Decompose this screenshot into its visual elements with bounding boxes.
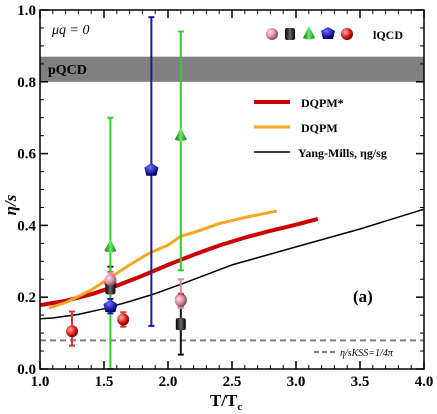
x-axis-label: T/Tc: [210, 391, 242, 413]
mu-q-label: μq = 0: [51, 23, 89, 38]
y-tick-label: 0.6: [17, 147, 36, 163]
y-tick-label: 0.8: [17, 75, 36, 91]
series-line: [48, 209, 278, 310]
lqcd-legend: lQCD: [266, 26, 403, 42]
pqcd-label: pQCD: [48, 63, 87, 78]
x-tick-label: 1.0: [31, 374, 50, 390]
x-tick-label: 3.0: [287, 374, 306, 390]
data-point: [174, 294, 187, 307]
y-tick-label: 1.0: [17, 3, 36, 19]
x-tick-label: 1.5: [95, 374, 114, 390]
lqcd-legend-label: lQCD: [373, 28, 403, 42]
y-tick-label: 0.4: [17, 218, 36, 234]
data-point: [175, 318, 186, 331]
x-tick-label: 3.5: [351, 374, 370, 390]
data-point: [144, 162, 159, 176]
pqcd-band: [40, 56, 424, 82]
series-line: [39, 208, 425, 320]
data-point: [174, 127, 187, 142]
x-tick-label: 4.0: [415, 374, 434, 390]
panel-label: (a): [353, 287, 373, 306]
y-tick-label: 0.0: [17, 362, 36, 378]
data-point: [104, 238, 117, 253]
data-point: [103, 299, 118, 313]
curves-legend: DQPM* DQPM Yang-Mills, ηg/sg: [254, 96, 387, 160]
kss-legend-label: η/sKSS=1/4π: [340, 348, 394, 359]
series-line: [39, 216, 319, 308]
data-point: [117, 313, 130, 326]
legend-dqpm-star: DQPM*: [301, 96, 344, 110]
x-tick-label: 2.0: [159, 374, 178, 390]
data-point: [66, 325, 78, 338]
data-point: [104, 273, 117, 286]
y-axis-label: η/s: [1, 194, 20, 215]
legend-yang-mills: Yang-Mills, ηg/sg: [298, 146, 387, 160]
y-tick-label: 0.2: [17, 290, 36, 306]
x-tick-label: 2.5: [223, 374, 242, 390]
markers-layer: [66, 16, 187, 370]
legend-dqpm: DQPM: [301, 121, 338, 135]
ticks-layer: 1.0 1.5 2.0 2.5 3.0 3.5 4.0 0.0 0.2 0.4 0.6 0.8 1.0: [17, 3, 433, 390]
